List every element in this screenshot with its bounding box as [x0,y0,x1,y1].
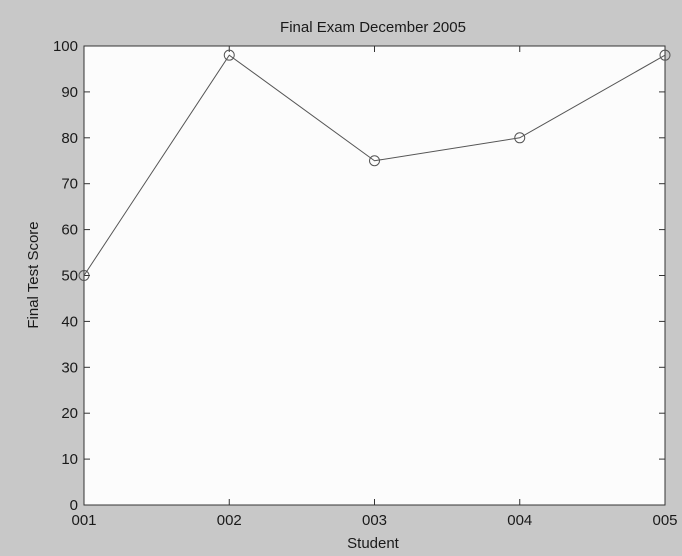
y-tick-label: 60 [61,222,78,239]
y-tick-label: 0 [70,497,78,514]
x-tick-labels: 001 002 003 004 005 [71,512,677,529]
x-tick-label: 004 [507,512,532,529]
y-tick-label: 40 [61,313,78,330]
y-tick-label: 80 [61,130,78,147]
data-point-marker [659,49,671,61]
y-tick-label: 90 [61,84,78,101]
y-tick-label: 20 [61,405,78,422]
tick-marks [83,45,666,506]
y-tick-labels: 0 10 20 30 40 50 60 70 80 90 100 [53,38,78,514]
x-axis-label: Student [347,535,400,551]
y-axis-label: Final Test Score [25,221,42,328]
y-tick-label: 70 [61,176,78,193]
y-tick-label: 100 [53,38,78,55]
y-tick-label: 30 [61,359,78,376]
x-tick-label: 005 [652,512,677,529]
chart-title: Final Exam December 2005 [280,19,466,36]
series-layer [78,49,671,281]
plot-area [83,45,666,506]
x-tick-label: 001 [71,512,96,529]
data-point-marker [223,49,235,61]
y-tick-label: 50 [61,268,78,285]
series-line [83,54,666,276]
y-tick-label: 10 [61,451,78,468]
data-point-marker [78,270,90,281]
data-point-marker [514,132,526,144]
x-tick-label: 002 [217,512,242,529]
data-point-marker [369,155,380,167]
x-tick-label: 003 [362,512,387,529]
